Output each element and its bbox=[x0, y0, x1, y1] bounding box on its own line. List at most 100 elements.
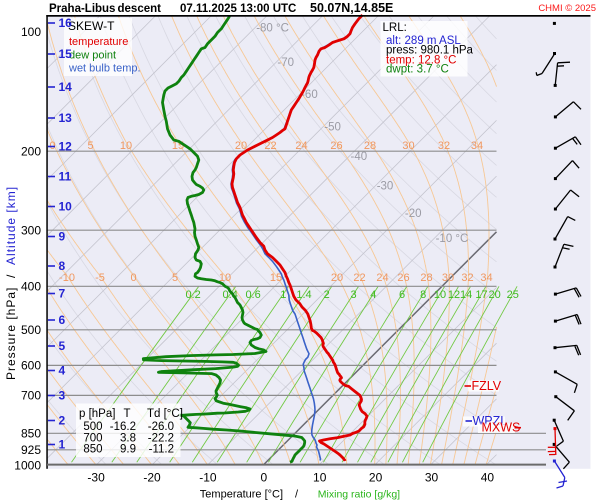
svg-text:CHMI © 2025: CHMI © 2025 bbox=[538, 3, 596, 14]
svg-text:10: 10 bbox=[120, 140, 132, 152]
svg-text:dew point: dew point bbox=[69, 50, 116, 62]
svg-text:8: 8 bbox=[420, 289, 426, 301]
svg-text:10: 10 bbox=[313, 471, 327, 485]
svg-text:3: 3 bbox=[351, 289, 357, 301]
svg-text:15: 15 bbox=[270, 272, 282, 284]
svg-text:8: 8 bbox=[59, 259, 66, 273]
svg-text:-30: -30 bbox=[377, 181, 394, 193]
svg-text:30: 30 bbox=[402, 140, 414, 152]
svg-text:0: 0 bbox=[260, 471, 267, 485]
svg-text:7: 7 bbox=[59, 287, 66, 301]
svg-text:32: 32 bbox=[438, 140, 450, 152]
svg-text:1.4: 1.4 bbox=[296, 289, 311, 301]
svg-text:850: 850 bbox=[83, 443, 102, 455]
svg-text:5: 5 bbox=[59, 339, 66, 353]
svg-text:600: 600 bbox=[21, 359, 41, 373]
svg-text:32: 32 bbox=[461, 272, 473, 284]
svg-text:-11.2: -11.2 bbox=[149, 443, 174, 455]
svg-text:50.07N,14.85E: 50.07N,14.85E bbox=[310, 1, 393, 15]
svg-text:28: 28 bbox=[420, 272, 432, 284]
svg-text:3.8: 3.8 bbox=[120, 432, 136, 444]
svg-text:0.2: 0.2 bbox=[185, 289, 200, 301]
svg-text:100: 100 bbox=[21, 25, 41, 39]
svg-text:10: 10 bbox=[59, 200, 73, 214]
svg-text:30: 30 bbox=[425, 471, 439, 485]
svg-text:20: 20 bbox=[235, 140, 247, 152]
svg-text:34: 34 bbox=[480, 272, 492, 284]
svg-text:-10: -10 bbox=[59, 272, 75, 284]
svg-text:dwpt: 3.7 °C: dwpt: 3.7 °C bbox=[386, 64, 449, 76]
svg-text:2: 2 bbox=[59, 414, 66, 428]
svg-text:-20: -20 bbox=[405, 208, 422, 220]
svg-text:-10: -10 bbox=[199, 471, 217, 485]
svg-text:9: 9 bbox=[59, 230, 66, 244]
svg-text:-10 °C: -10 °C bbox=[436, 233, 469, 245]
svg-text:Td [°C]: Td [°C] bbox=[147, 408, 183, 420]
svg-text:300: 300 bbox=[21, 224, 41, 238]
svg-text:-20: -20 bbox=[143, 471, 161, 485]
svg-text:500: 500 bbox=[83, 421, 102, 433]
svg-text:10: 10 bbox=[434, 289, 446, 301]
svg-text:13: 13 bbox=[59, 111, 73, 125]
svg-text:p [hPa]: p [hPa] bbox=[79, 408, 115, 420]
svg-text:4: 4 bbox=[59, 364, 66, 378]
svg-text:22: 22 bbox=[264, 140, 276, 152]
svg-text:0: 0 bbox=[130, 272, 136, 284]
svg-text:Pressure [hPa] / Altitude [k: Pressure [hPa] / Altitude [km] bbox=[4, 186, 18, 380]
svg-text:-40: -40 bbox=[351, 151, 368, 163]
svg-text:wet bulb temp.: wet bulb temp. bbox=[68, 63, 141, 75]
svg-text:5: 5 bbox=[87, 140, 93, 152]
svg-text:14: 14 bbox=[59, 80, 73, 94]
svg-text:1: 1 bbox=[59, 438, 66, 452]
svg-text:30: 30 bbox=[442, 272, 454, 284]
svg-text:Temperature [°C]: Temperature [°C] bbox=[200, 489, 283, 500]
svg-text:11: 11 bbox=[59, 170, 72, 184]
svg-text:1: 1 bbox=[280, 289, 286, 301]
svg-text:-22.2: -22.2 bbox=[148, 432, 174, 444]
svg-text:6: 6 bbox=[59, 313, 66, 327]
svg-text:-80 °C: -80 °C bbox=[256, 23, 289, 35]
svg-text:-50: -50 bbox=[324, 122, 341, 134]
svg-text:12: 12 bbox=[448, 289, 460, 301]
svg-text:5: 5 bbox=[172, 272, 178, 284]
svg-text:10: 10 bbox=[219, 272, 231, 284]
svg-text:14: 14 bbox=[460, 289, 472, 301]
svg-text:descent: descent bbox=[118, 3, 162, 15]
svg-text:24: 24 bbox=[295, 140, 307, 152]
svg-text:700: 700 bbox=[21, 389, 41, 403]
svg-text:0.6: 0.6 bbox=[245, 289, 260, 301]
svg-text:15: 15 bbox=[59, 47, 73, 61]
svg-text:400: 400 bbox=[21, 280, 41, 294]
svg-text:/: / bbox=[295, 489, 299, 500]
svg-text:28: 28 bbox=[364, 140, 376, 152]
svg-text:17: 17 bbox=[475, 289, 487, 301]
svg-text:press: 980.1 hPa: press: 980.1 hPa bbox=[386, 45, 474, 57]
svg-text:34: 34 bbox=[471, 140, 483, 152]
svg-text:MXWS: MXWS bbox=[482, 421, 521, 435]
svg-text:6: 6 bbox=[399, 289, 405, 301]
svg-text:850: 850 bbox=[21, 427, 41, 441]
svg-text:20: 20 bbox=[331, 272, 343, 284]
svg-text:SKEW-T: SKEW-T bbox=[68, 19, 115, 33]
svg-text:-60: -60 bbox=[301, 89, 318, 101]
svg-text:T: T bbox=[123, 408, 130, 420]
svg-text:40: 40 bbox=[481, 471, 495, 485]
svg-text:700: 700 bbox=[83, 432, 102, 444]
svg-text:Mixing ratio [g/kg]: Mixing ratio [g/kg] bbox=[318, 489, 400, 500]
svg-text:-16.2: -16.2 bbox=[110, 421, 136, 433]
svg-text:3: 3 bbox=[59, 389, 66, 403]
svg-text:22: 22 bbox=[353, 272, 365, 284]
svg-text:alt: 289 m ASL: alt: 289 m ASL bbox=[386, 35, 461, 47]
svg-text:500: 500 bbox=[21, 323, 41, 337]
svg-text:20: 20 bbox=[369, 471, 383, 485]
svg-text:16: 16 bbox=[59, 16, 73, 30]
svg-text:925: 925 bbox=[21, 443, 41, 457]
svg-text:07.11.2025 13:00 UTC: 07.11.2025 13:00 UTC bbox=[180, 3, 296, 15]
svg-text:20: 20 bbox=[488, 289, 500, 301]
svg-text:temperature: temperature bbox=[69, 36, 128, 48]
svg-text:26: 26 bbox=[330, 140, 342, 152]
svg-text:26: 26 bbox=[397, 272, 409, 284]
svg-text:2: 2 bbox=[324, 289, 330, 301]
svg-text:FZLV: FZLV bbox=[472, 379, 502, 393]
svg-text:temp: 12.8 °C: temp: 12.8 °C bbox=[386, 55, 456, 67]
